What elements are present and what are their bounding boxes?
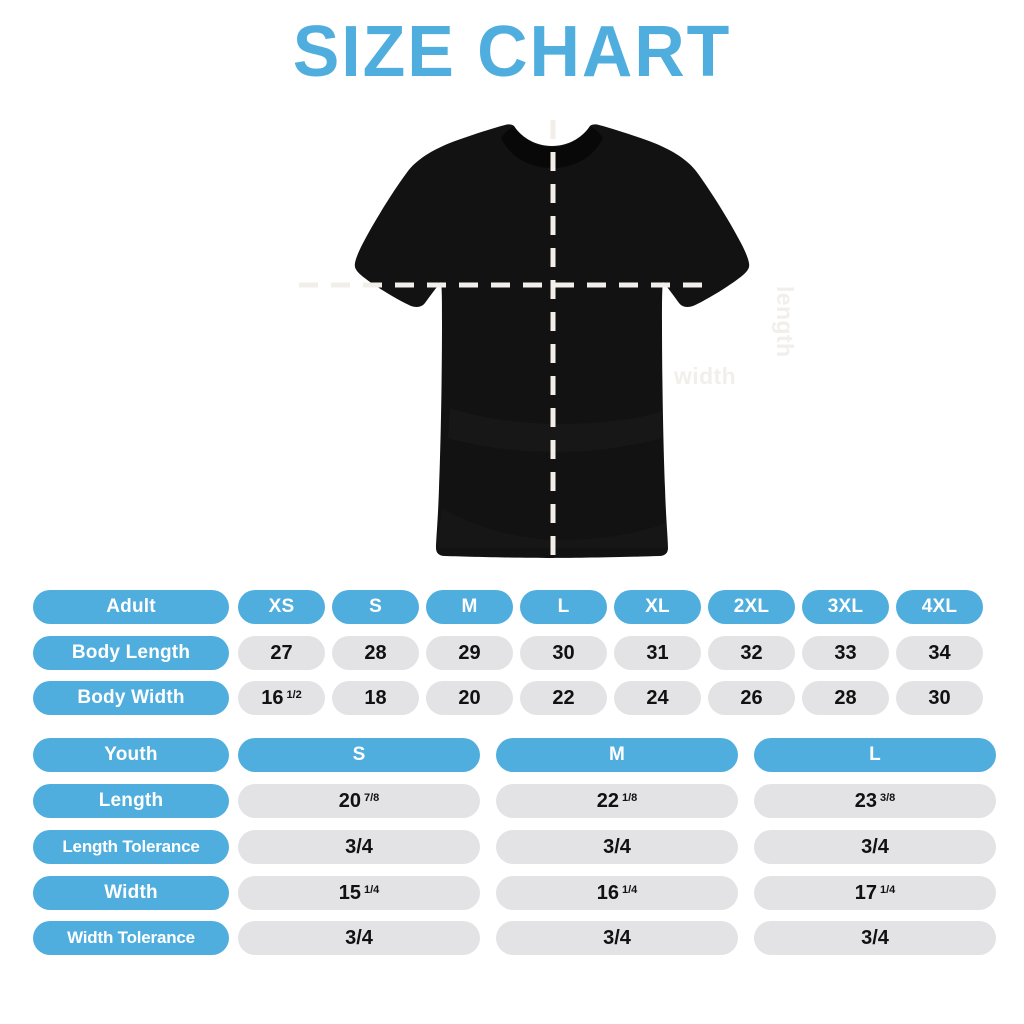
adult-cell-body-length-xl: 31 — [614, 636, 701, 670]
page-title: SIZE CHART — [292, 12, 732, 92]
adult-cell-body-length-3xl: 33 — [802, 636, 889, 670]
adult-row-label-body-length: Body Length — [33, 636, 229, 670]
value-fraction: 1/4 — [363, 884, 380, 896]
adult-cell-body-length-m: 29 — [426, 636, 513, 670]
youth-size-header-m[interactable]: M — [496, 738, 738, 772]
value-whole: 33 — [834, 641, 857, 664]
adult-row-label-body-width: Body Width — [33, 681, 229, 715]
value-whole: 3/4 — [861, 835, 889, 858]
youth-cell-length-tolerance-m: 3/4 — [496, 830, 738, 864]
youth-cell-width-l: 17 1/4 — [754, 876, 996, 910]
value-whole: 30 — [552, 641, 575, 664]
value-whole: 16 — [596, 881, 619, 904]
adult-size-header-l[interactable]: L — [520, 590, 607, 624]
youth-cell-width-m: 16 1/4 — [496, 876, 738, 910]
adult-cell-body-length-l: 30 — [520, 636, 607, 670]
value-whole: 23 — [854, 789, 877, 812]
tshirt-illustration: width length — [250, 108, 798, 578]
adult-cell-body-width-3xl: 28 — [802, 681, 889, 715]
value-fraction: 1/4 — [621, 884, 638, 896]
value-whole: 17 — [854, 881, 877, 904]
value-whole: 3/4 — [861, 926, 889, 949]
youth-row-label-width-tolerance: Width Tolerance — [33, 921, 229, 955]
youth-cell-width-tolerance-l: 3/4 — [754, 921, 996, 955]
value-whole: 20 — [338, 789, 361, 812]
adult-cell-body-length-xs: 27 — [238, 636, 325, 670]
value-whole: 34 — [928, 641, 951, 664]
shirt-collar — [501, 126, 603, 168]
length-label: length — [772, 286, 798, 358]
adult-cell-body-width-xs: 16 1/2 — [238, 681, 325, 715]
youth-cell-length-m: 22 1/8 — [496, 784, 738, 818]
adult-cell-body-width-4xl: 30 — [896, 681, 983, 715]
value-whole: 26 — [740, 686, 763, 709]
youth-cell-length-tolerance-l: 3/4 — [754, 830, 996, 864]
youth-cell-length-tolerance-s: 3/4 — [238, 830, 480, 864]
value-whole: 30 — [928, 686, 951, 709]
tshirt-icon — [299, 120, 750, 559]
adult-size-header-3xl[interactable]: 3XL — [802, 590, 889, 624]
value-fraction: 1/8 — [621, 792, 638, 804]
adult-cell-body-length-4xl: 34 — [896, 636, 983, 670]
adult-size-header-xl[interactable]: XL — [614, 590, 701, 624]
value-whole: 22 — [552, 686, 575, 709]
adult-cell-body-width-s: 18 — [332, 681, 419, 715]
youth-cell-width-tolerance-m: 3/4 — [496, 921, 738, 955]
adult-cell-body-width-xl: 24 — [614, 681, 701, 715]
youth-cell-width-s: 15 1/4 — [238, 876, 480, 910]
adult-cell-body-length-2xl: 32 — [708, 636, 795, 670]
value-whole: 24 — [646, 686, 669, 709]
youth-cell-length-s: 20 7/8 — [238, 784, 480, 818]
value-whole: 3/4 — [345, 926, 373, 949]
youth-cell-width-tolerance-s: 3/4 — [238, 921, 480, 955]
adult-cell-body-width-m: 20 — [426, 681, 513, 715]
youth-row-label-width: Width — [33, 876, 229, 910]
adult-cell-body-width-2xl: 26 — [708, 681, 795, 715]
youth-cell-length-l: 23 3/8 — [754, 784, 996, 818]
value-whole: 18 — [364, 686, 387, 709]
youth-size-header-l[interactable]: L — [754, 738, 996, 772]
value-whole: 15 — [338, 881, 361, 904]
value-whole: 3/4 — [345, 835, 373, 858]
value-whole: 29 — [458, 641, 481, 664]
value-whole: 20 — [458, 686, 481, 709]
value-whole: 16 — [261, 686, 284, 709]
adult-size-header-xs[interactable]: XS — [238, 590, 325, 624]
youth-row-label-length-tolerance: Length Tolerance — [33, 830, 229, 864]
adult-size-header-s[interactable]: S — [332, 590, 419, 624]
adult-size-header-4xl[interactable]: 4XL — [896, 590, 983, 624]
value-whole: 31 — [646, 641, 669, 664]
adult-cell-body-width-l: 22 — [520, 681, 607, 715]
value-whole: 28 — [364, 641, 387, 664]
adult-cell-body-length-s: 28 — [332, 636, 419, 670]
adult-header-label: Adult — [33, 590, 229, 624]
adult-size-header-m[interactable]: M — [426, 590, 513, 624]
value-whole: 28 — [834, 686, 857, 709]
value-whole: 3/4 — [603, 835, 631, 858]
width-label: width — [674, 363, 737, 389]
value-fraction: 1/4 — [879, 884, 896, 896]
adult-size-header-2xl[interactable]: 2XL — [708, 590, 795, 624]
value-whole: 22 — [596, 789, 619, 812]
value-whole: 32 — [740, 641, 763, 664]
youth-header-label: Youth — [33, 738, 229, 772]
youth-row-label-length: Length — [33, 784, 229, 818]
shirt-body — [354, 124, 750, 559]
value-whole: 27 — [270, 641, 293, 664]
youth-size-header-s[interactable]: S — [238, 738, 480, 772]
value-fraction: 1/2 — [286, 689, 302, 701]
value-fraction: 3/8 — [879, 792, 896, 804]
value-fraction: 7/8 — [363, 792, 380, 804]
value-whole: 3/4 — [603, 926, 631, 949]
